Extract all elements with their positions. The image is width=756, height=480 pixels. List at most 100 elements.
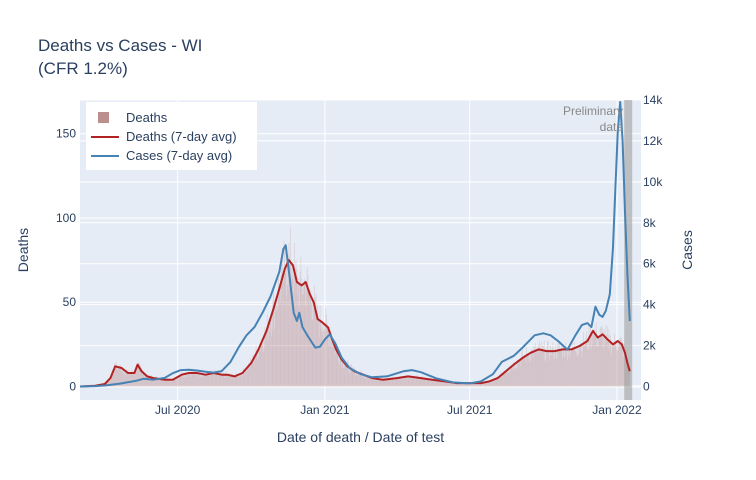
deaths-bar xyxy=(566,345,567,387)
deaths-bar xyxy=(132,373,134,387)
deaths-bar xyxy=(221,371,223,387)
deaths-bar xyxy=(349,373,351,387)
deaths-bar xyxy=(277,309,279,387)
deaths-bar xyxy=(501,377,503,387)
deaths-bar xyxy=(430,381,431,387)
deaths-bar xyxy=(129,373,131,387)
deaths-bar xyxy=(160,377,162,387)
deaths-bar xyxy=(172,379,174,387)
deaths-bar xyxy=(275,311,277,387)
deaths-bar xyxy=(436,379,438,387)
y-tick-label: 100 xyxy=(56,211,76,225)
deaths-bar xyxy=(257,359,259,387)
deaths-bar xyxy=(387,380,389,387)
deaths-bar xyxy=(176,379,178,387)
deaths-bar xyxy=(410,379,412,387)
deaths-bar xyxy=(367,379,369,387)
deaths-bar xyxy=(174,377,175,387)
y2-tick-label: 12k xyxy=(643,134,663,148)
deaths-bar xyxy=(600,327,602,387)
deaths-bar xyxy=(333,342,335,387)
deaths-bar xyxy=(549,360,551,387)
deaths-bar xyxy=(118,365,119,387)
deaths-bar xyxy=(498,376,499,387)
deaths-bar xyxy=(270,335,272,387)
deaths-bar xyxy=(511,367,513,387)
deaths-bar xyxy=(406,377,408,387)
deaths-bar xyxy=(570,350,572,387)
deaths-bar xyxy=(265,334,267,387)
deaths-bar xyxy=(346,363,347,387)
deaths-bar xyxy=(621,338,623,387)
deaths-bar xyxy=(178,378,180,387)
deaths-bar xyxy=(423,379,425,387)
deaths-bar xyxy=(502,374,503,387)
deaths-bar xyxy=(524,353,526,387)
deaths-bar xyxy=(610,335,611,387)
deaths-bar xyxy=(361,373,363,387)
deaths-bar xyxy=(283,240,285,387)
deaths-bar xyxy=(239,376,241,387)
deaths-bar xyxy=(458,383,460,387)
deaths-bar xyxy=(354,367,355,387)
deaths-bar xyxy=(138,363,140,387)
deaths-bar xyxy=(192,371,194,387)
deaths-bar xyxy=(295,259,297,387)
deaths-bar xyxy=(546,340,548,387)
deaths-bar xyxy=(421,377,423,387)
deaths-bar xyxy=(558,343,560,387)
deaths-bar xyxy=(612,342,614,387)
deaths-bar xyxy=(442,380,444,387)
deaths-bar xyxy=(324,330,326,387)
deaths-bar xyxy=(479,383,481,387)
deaths-bar xyxy=(256,351,258,387)
deaths-bar xyxy=(514,369,516,387)
deaths-bar xyxy=(534,342,536,387)
deaths-bar xyxy=(223,375,225,387)
deaths-bar xyxy=(182,372,183,387)
deaths-bar xyxy=(182,376,184,387)
deaths-bar xyxy=(155,376,157,387)
deaths-bar xyxy=(445,382,447,387)
deaths-bar xyxy=(235,372,237,387)
deaths-bar xyxy=(146,378,148,387)
deaths-bar xyxy=(528,354,530,387)
deaths-bar xyxy=(276,305,278,387)
deaths-bar xyxy=(183,376,185,387)
deaths-bar xyxy=(490,380,491,387)
deaths-bar xyxy=(525,362,527,387)
deaths-bar xyxy=(393,380,395,387)
deaths-bar xyxy=(175,377,177,387)
deaths-bar xyxy=(307,274,309,387)
deaths-bar xyxy=(611,347,613,387)
deaths-bar xyxy=(190,377,191,387)
deaths-bar xyxy=(273,291,275,387)
deaths-bar xyxy=(186,374,188,387)
deaths-bar xyxy=(410,376,411,387)
deaths-bar xyxy=(422,376,423,387)
deaths-bar xyxy=(392,376,394,387)
deaths-bar xyxy=(303,279,305,387)
deaths-bar xyxy=(516,368,518,387)
deaths-bar xyxy=(214,373,215,387)
deaths-bar xyxy=(253,363,255,387)
deaths-bar xyxy=(563,356,565,387)
deaths-bar xyxy=(260,346,262,387)
deaths-bar xyxy=(375,380,377,387)
deaths-bar xyxy=(201,376,203,387)
deaths-bar xyxy=(520,357,522,387)
deaths-bar xyxy=(226,374,227,387)
deaths-bar xyxy=(169,381,171,387)
deaths-bar xyxy=(401,375,403,387)
deaths-bar xyxy=(405,377,407,387)
deaths-bar xyxy=(609,350,611,387)
deaths-bar xyxy=(614,340,616,387)
deaths-bar xyxy=(428,379,430,387)
deaths-bar xyxy=(430,379,432,387)
deaths-bar xyxy=(198,376,199,387)
legend[interactable]: Deaths Deaths (7-day avg) Cases (7-day a… xyxy=(86,102,257,170)
deaths-bar xyxy=(152,378,154,387)
deaths-bar xyxy=(310,303,312,387)
deaths-bar xyxy=(200,377,202,387)
deaths-bar xyxy=(518,360,520,387)
